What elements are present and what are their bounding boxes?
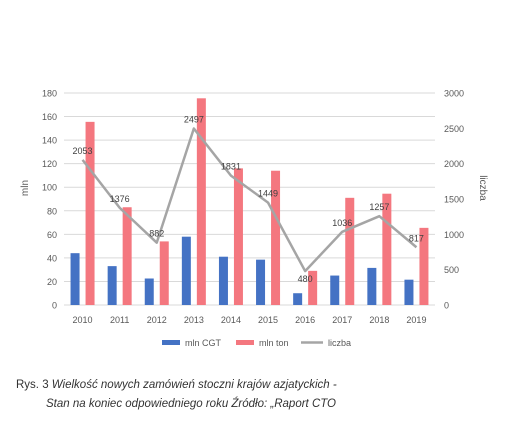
bar-mln-ton [419,227,429,305]
y-axis-right: 0 500 1000 1500 2000 2500 3000 [444,89,464,311]
bar-mln-cgt [70,253,80,305]
bar-mln-ton [382,193,392,305]
legend-label: liczba [328,338,351,348]
x-tick-label: 2011 [110,315,129,325]
legend-swatch [236,340,254,345]
data-label: 817 [409,233,424,243]
bar-mln-ton [122,207,132,305]
bar-mln-ton [159,241,169,305]
figure-caption: Rys. 3 Wielkość nowych zamówień stoczni … [16,376,337,414]
bar-mln-cgt [330,275,340,305]
data-label: 1036 [332,218,352,228]
y-tick-label: 60 [47,230,57,240]
legend-label: mln ton [259,338,289,348]
y-tick-label: 80 [47,206,57,216]
data-labels: 2053 1376 882 2497 1831 1449 480 1036 1257 817 [73,115,424,285]
data-label: 882 [149,229,164,239]
y-tick-label: 0 [52,301,57,311]
bar-mln-cgt [404,279,414,305]
y-tick-label: 40 [47,253,57,263]
bar-mln-ton [271,170,281,305]
line-series [81,127,418,273]
y2-tick-label: 2500 [444,124,464,134]
bar-mln-cgt [181,236,191,305]
x-tick-label: 2018 [369,315,389,325]
data-label: 480 [298,274,313,284]
y2-tick-label: 1500 [444,195,464,205]
y2-axis-title: liczba [477,175,488,201]
bar-mln-ton [196,98,206,305]
y2-tick-label: 3000 [444,89,464,99]
legend-swatch [162,340,180,345]
data-label: 2497 [184,115,204,125]
x-tick-label: 2019 [406,315,426,325]
bar-mln-cgt [144,278,154,305]
bar-mln-cgt [367,267,377,305]
y-tick-label: 120 [42,159,57,169]
y2-tick-label: 500 [444,265,459,275]
legend-label: mln CGT [185,338,222,348]
y-tick-label: 20 [47,277,57,287]
y-tick-label: 140 [42,136,57,146]
y-axis-left: 0 20 40 60 80 100 120 140 160 180 [42,89,57,311]
bar-mln-ton [308,270,318,305]
bar-mln-cgt [256,259,266,305]
y-tick-label: 100 [42,183,57,193]
x-tick-label: 2014 [221,315,241,325]
bar-mln-cgt [107,266,117,305]
bar-mln-ton [233,168,243,305]
x-tick-label: 2016 [295,315,315,325]
y-axis-title: mln [20,180,31,196]
x-axis: 2010 2011 2012 2013 2014 2015 2016 2017 2018 2019 [73,315,427,325]
y2-tick-label: 2000 [444,159,464,169]
bar-mln-ton [345,197,355,305]
x-tick-label: 2015 [258,315,278,325]
bar-mln-ton [85,121,95,305]
chart: 0 20 40 60 80 100 120 140 160 180 0 500 1000 1500 200… [20,89,488,349]
bar-mln-cgt [293,293,303,305]
y-tick-label: 160 [42,112,57,122]
caption-source: Stan na koniec odpowiedniego roku Źródło… [46,398,337,410]
data-label: 1831 [221,162,241,172]
caption-title: Wielkość nowych zamówień stoczni krajów … [51,379,337,391]
y2-tick-label: 1000 [444,230,464,240]
y-tick-label: 180 [42,89,57,99]
line-liczba [81,127,418,273]
legend: mln CGT mln ton liczba [162,338,351,348]
caption-prefix: Rys. 3 [16,379,52,391]
data-label: 2053 [73,146,93,156]
x-tick-label: 2010 [73,315,93,325]
y2-tick-label: 0 [444,301,449,311]
data-label: 1449 [258,189,278,199]
bar-mln-cgt [218,256,228,305]
x-tick-label: 2013 [184,315,204,325]
bars [70,98,429,305]
x-tick-label: 2017 [332,315,352,325]
x-tick-label: 2012 [147,315,167,325]
data-label: 1257 [369,202,389,212]
data-label: 1376 [110,194,130,204]
